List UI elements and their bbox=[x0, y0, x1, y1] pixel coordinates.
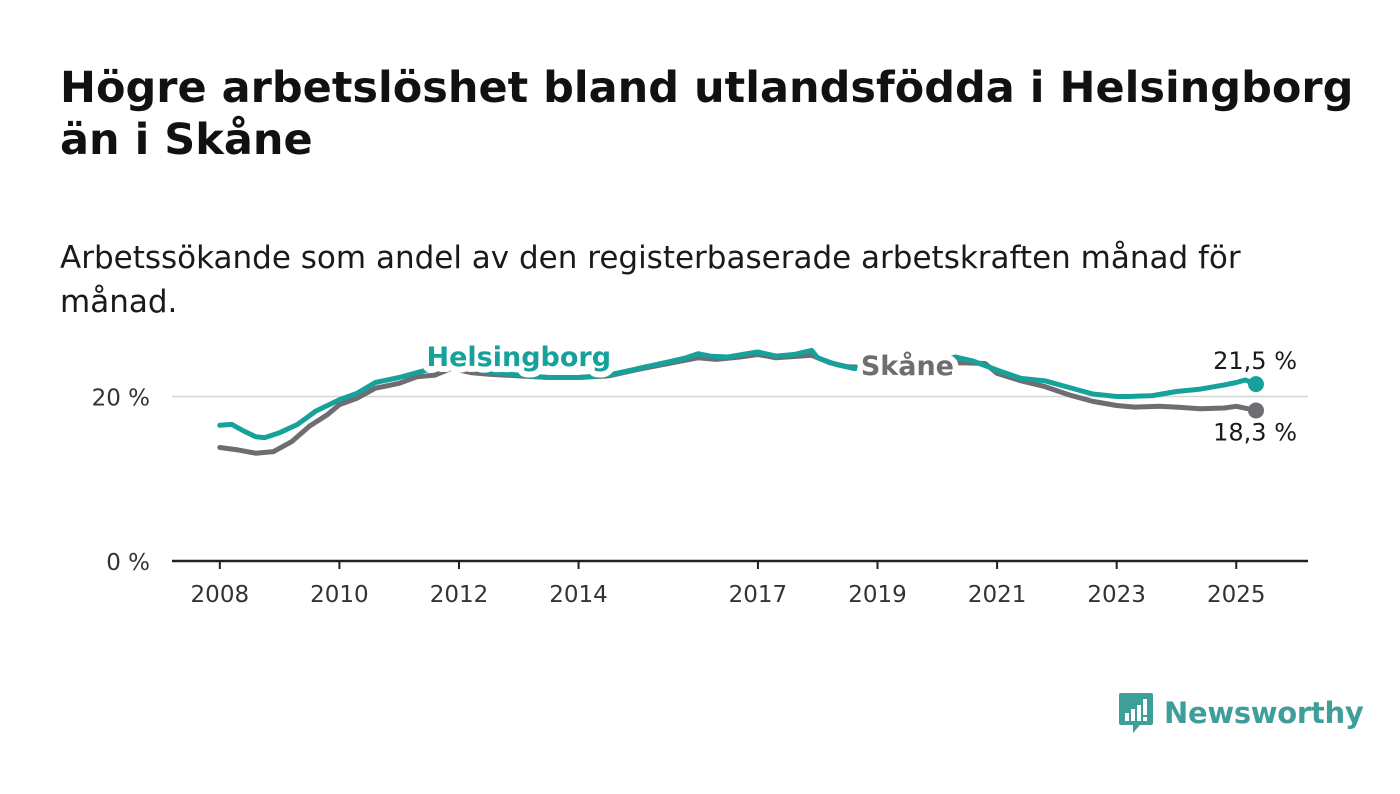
series-label-helsingborg: Helsingborg bbox=[426, 342, 611, 373]
chart-subtitle: Arbetssökande som andel av den registerb… bbox=[60, 240, 1241, 320]
series-label-halo: Skåne bbox=[861, 350, 954, 382]
brand[interactable]: Newsworthy bbox=[1118, 690, 1364, 736]
series-label-skane: Skåne bbox=[861, 350, 954, 382]
brand-name: Newsworthy bbox=[1164, 696, 1364, 730]
series-line-skane bbox=[217, 352, 1259, 456]
end-value-label: 18,3 % bbox=[1213, 418, 1297, 446]
end-point-helsingborg bbox=[1247, 376, 1264, 393]
x-tick-label: 2010 bbox=[310, 582, 369, 608]
x-tick-label: 2012 bbox=[430, 582, 489, 608]
end-value-label: 21,5 % bbox=[1213, 347, 1297, 375]
chart-title: Högre arbetslöshet bland utlandsfödda i … bbox=[60, 63, 1354, 165]
x-tick-label: 2017 bbox=[729, 582, 788, 608]
series-line-helsingborg bbox=[217, 347, 1259, 441]
x-tick-label: 2008 bbox=[191, 582, 250, 608]
x-tick-label: 2025 bbox=[1207, 582, 1266, 608]
series-label-halo: Helsingborg bbox=[426, 342, 611, 373]
y-tick-label: 0 % bbox=[106, 550, 150, 576]
newsworthy-logo-icon bbox=[1119, 693, 1153, 733]
x-tick-label: 2019 bbox=[848, 582, 907, 608]
end-point-skane bbox=[1247, 402, 1264, 419]
x-tick-label: 2014 bbox=[549, 582, 608, 608]
x-tick-label: 2021 bbox=[968, 582, 1027, 608]
y-tick-label: 20 % bbox=[92, 385, 150, 411]
x-tick-label: 2023 bbox=[1087, 582, 1146, 608]
